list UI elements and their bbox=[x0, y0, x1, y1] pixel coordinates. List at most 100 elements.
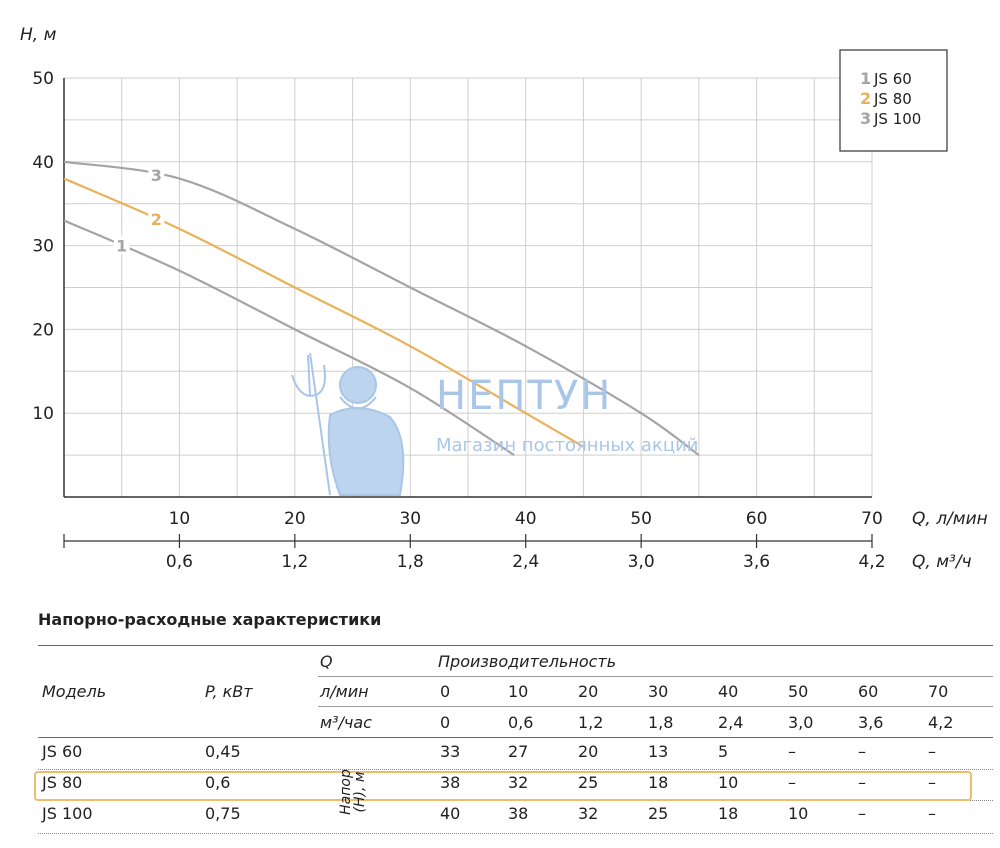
header-flow-lmin: 20 bbox=[578, 682, 599, 701]
header-flow-lmin: 0 bbox=[440, 682, 451, 701]
header-productivity: Производительность bbox=[438, 652, 617, 671]
x2-tick-label: 1,2 bbox=[281, 552, 308, 572]
head-label: Напор (Н), м bbox=[337, 769, 368, 815]
x-tick-label: 30 bbox=[399, 509, 421, 529]
row-value: – bbox=[928, 742, 936, 761]
x2-tick-label: 0,6 bbox=[166, 552, 193, 572]
ticks: 10 20 30 40 50 10 20 30 40 50 60 70 0,6 1,2 1,8 2,4 3,0 3… bbox=[20, 25, 988, 572]
series-number-label: 1 bbox=[116, 237, 127, 256]
header-flow-m3: 1,8 bbox=[648, 713, 674, 732]
row-value: 32 bbox=[578, 804, 599, 823]
x2-axis-label: Q, м³/ч bbox=[912, 552, 972, 572]
row-value: 40 bbox=[440, 804, 461, 823]
x-tick-label: 50 bbox=[630, 509, 652, 529]
series-label-bg bbox=[148, 208, 165, 227]
x2-tick-label: 3,0 bbox=[628, 552, 655, 572]
table-top-line bbox=[38, 645, 993, 646]
row-value: 38 bbox=[440, 773, 461, 792]
y-tick-label: 30 bbox=[32, 237, 54, 257]
header-subline bbox=[318, 676, 993, 677]
series-number-label: 3 bbox=[151, 166, 162, 185]
row-value: 18 bbox=[648, 773, 669, 792]
series-line-2 bbox=[63, 177, 584, 448]
legend-entry-label: JS 100 bbox=[873, 110, 921, 128]
header-flow-lmin: 30 bbox=[648, 682, 669, 701]
series-line-3 bbox=[63, 160, 700, 456]
row-value: 18 bbox=[718, 804, 739, 823]
series-label-bg bbox=[148, 165, 165, 184]
row-value: – bbox=[788, 742, 796, 761]
legend: 1 JS 602 JS 803 JS 100 bbox=[839, 49, 948, 152]
row-value: 32 bbox=[508, 773, 529, 792]
row-value: 13 bbox=[648, 742, 669, 761]
row-divider bbox=[38, 769, 993, 770]
row-value: 5 bbox=[718, 742, 729, 761]
x-axis-label: Q, л/мин bbox=[912, 509, 988, 529]
row-model: JS 80 bbox=[42, 773, 83, 792]
row-value: – bbox=[928, 804, 936, 823]
row-value: 33 bbox=[440, 742, 461, 761]
header-model: Модель bbox=[42, 682, 107, 701]
header-flow-lmin: 60 bbox=[858, 682, 879, 701]
x2-tick-label: 3,6 bbox=[743, 552, 770, 572]
row-value: – bbox=[858, 804, 866, 823]
row-value: – bbox=[858, 773, 866, 792]
grid bbox=[64, 77, 873, 497]
x2-tick-label: 2,4 bbox=[512, 552, 539, 572]
row-power: 0,45 bbox=[205, 742, 241, 761]
y-tick-label: 20 bbox=[32, 320, 54, 340]
header-unit-lmin: л/мин bbox=[320, 682, 369, 701]
header-flow-m3: 0 bbox=[440, 713, 451, 732]
row-value: 25 bbox=[648, 804, 669, 823]
row-model: JS 60 bbox=[42, 742, 83, 761]
header-flow-m3: 1,2 bbox=[578, 713, 604, 732]
highlight-js80-row bbox=[34, 771, 972, 801]
header-subline bbox=[318, 706, 993, 707]
x-tick-label: 20 bbox=[284, 509, 306, 529]
legend-box bbox=[839, 49, 948, 152]
table-title: Напорно-расходные характеристики bbox=[38, 610, 382, 629]
legend-entry-label: JS 60 bbox=[873, 70, 912, 88]
x2-tick-label: 1,8 bbox=[397, 552, 424, 572]
series-label-bg bbox=[113, 235, 130, 254]
row-value: 10 bbox=[788, 804, 809, 823]
series-number-label: 2 bbox=[151, 210, 162, 229]
row-value: 38 bbox=[508, 804, 529, 823]
legend-number: 2 bbox=[860, 89, 871, 108]
series-line-1 bbox=[63, 219, 515, 457]
row-model: JS 100 bbox=[42, 804, 93, 823]
header-flow-lmin: 50 bbox=[788, 682, 809, 701]
header-q: Q bbox=[320, 652, 333, 671]
x-tick-label: 70 bbox=[861, 509, 883, 529]
legend-number: 3 bbox=[860, 109, 871, 128]
header-flow-m3: 3,6 bbox=[858, 713, 884, 732]
y-tick-label: 40 bbox=[32, 153, 54, 173]
row-value: – bbox=[858, 742, 866, 761]
y-tick-label: 10 bbox=[32, 404, 54, 424]
y-axis-label: Н, м bbox=[20, 25, 57, 45]
row-value: – bbox=[788, 773, 796, 792]
header-flow-m3: 2,4 bbox=[718, 713, 744, 732]
row-value: 25 bbox=[578, 773, 599, 792]
row-value: 10 bbox=[718, 773, 739, 792]
row-power: 0,75 bbox=[205, 804, 241, 823]
x-tick-label: 40 bbox=[515, 509, 537, 529]
header-power: P, кВт bbox=[205, 682, 253, 701]
header-flow-m3: 3,0 bbox=[788, 713, 814, 732]
axes bbox=[63, 78, 872, 548]
legend-entry-label: JS 80 bbox=[873, 90, 912, 108]
row-value: 27 bbox=[508, 742, 529, 761]
row-value: – bbox=[928, 773, 936, 792]
row-power: 0,6 bbox=[205, 773, 231, 792]
header-flow-lmin: 70 bbox=[928, 682, 949, 701]
header-unit-m3: м³/час bbox=[320, 713, 372, 732]
header-bottom-line bbox=[38, 737, 993, 738]
row-value: 20 bbox=[578, 742, 599, 761]
table-bottom-line bbox=[38, 833, 993, 834]
series-group: 1 2 3 bbox=[63, 160, 700, 457]
header-flow-m3: 4,2 bbox=[928, 713, 954, 732]
header-flow-m3: 0,6 bbox=[508, 713, 534, 732]
x2-tick-label: 4,2 bbox=[858, 552, 885, 572]
header-flow-lmin: 40 bbox=[718, 682, 739, 701]
y-tick-label: 50 bbox=[32, 69, 54, 89]
